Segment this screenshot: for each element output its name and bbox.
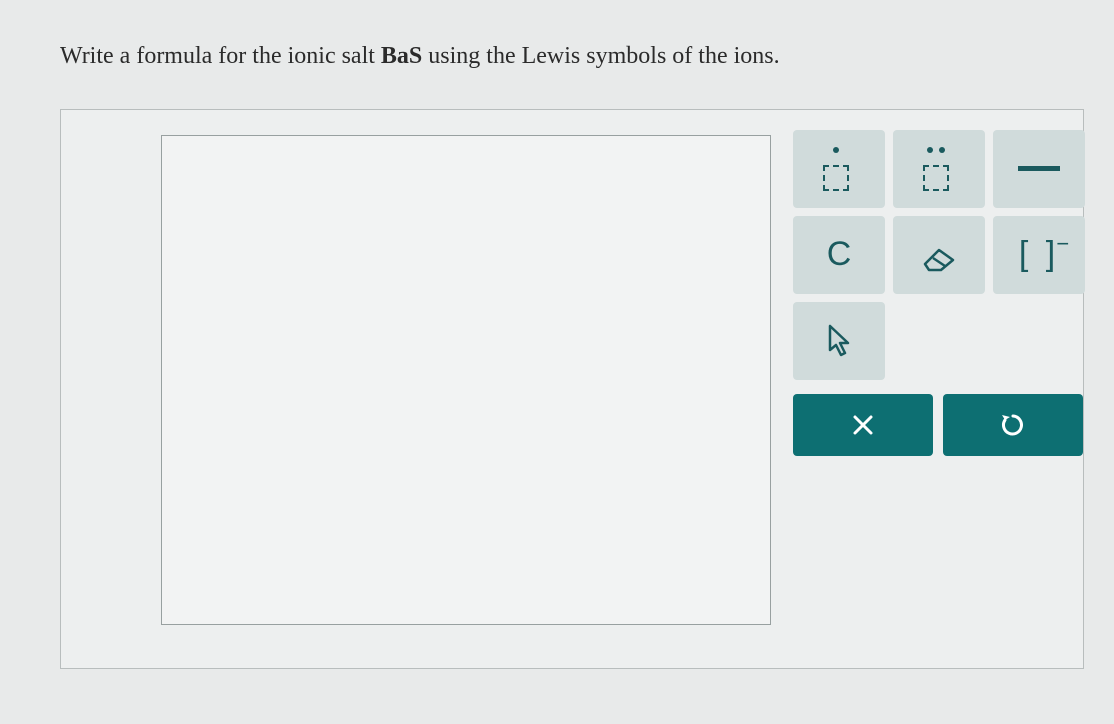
single-electron-tool[interactable] bbox=[793, 130, 885, 208]
bond-icon bbox=[1018, 166, 1060, 171]
work-area: C [ ] − bbox=[60, 109, 1084, 669]
pointer-tool[interactable] bbox=[793, 302, 885, 380]
question-prompt: Write a formula for the ionic salt BaS u… bbox=[60, 40, 1084, 74]
empty-slot bbox=[893, 302, 985, 380]
tool-grid: C [ ] − bbox=[793, 130, 1093, 380]
reset-button[interactable] bbox=[943, 394, 1083, 456]
electron-pair-tool[interactable] bbox=[893, 130, 985, 208]
eraser-icon bbox=[917, 238, 961, 272]
prompt-compound: BaS bbox=[381, 43, 422, 69]
tool-panel: C [ ] − bbox=[793, 130, 1093, 456]
pointer-icon bbox=[824, 322, 854, 360]
single-electron-icon bbox=[819, 147, 859, 191]
carbon-label: C bbox=[827, 235, 852, 274]
prompt-pre: Write a formula for the ionic salt bbox=[60, 43, 381, 69]
bond-tool[interactable] bbox=[993, 130, 1085, 208]
bracket-charge-icon: [ ] − bbox=[1019, 235, 1059, 274]
close-icon bbox=[851, 413, 875, 437]
action-row bbox=[793, 394, 1093, 456]
electron-pair-icon bbox=[919, 147, 959, 191]
clear-button[interactable] bbox=[793, 394, 933, 456]
reset-icon bbox=[999, 411, 1027, 439]
carbon-tool[interactable]: C bbox=[793, 216, 885, 294]
drawing-canvas[interactable] bbox=[161, 135, 771, 625]
prompt-post: using the Lewis symbols of the ions. bbox=[422, 43, 779, 69]
empty-slot bbox=[993, 302, 1085, 380]
eraser-tool[interactable] bbox=[893, 216, 985, 294]
bracket-charge-tool[interactable]: [ ] − bbox=[993, 216, 1085, 294]
